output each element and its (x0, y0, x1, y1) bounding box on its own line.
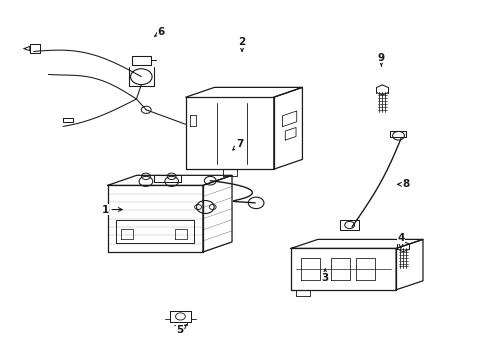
Text: 7: 7 (232, 139, 243, 150)
Text: 4: 4 (396, 233, 404, 248)
Text: 6: 6 (154, 27, 164, 37)
Text: 8: 8 (397, 179, 408, 189)
Text: 3: 3 (321, 269, 328, 283)
Text: 2: 2 (238, 37, 245, 51)
Text: 1: 1 (102, 204, 122, 215)
Text: 5: 5 (176, 325, 186, 336)
Text: 9: 9 (377, 53, 384, 66)
